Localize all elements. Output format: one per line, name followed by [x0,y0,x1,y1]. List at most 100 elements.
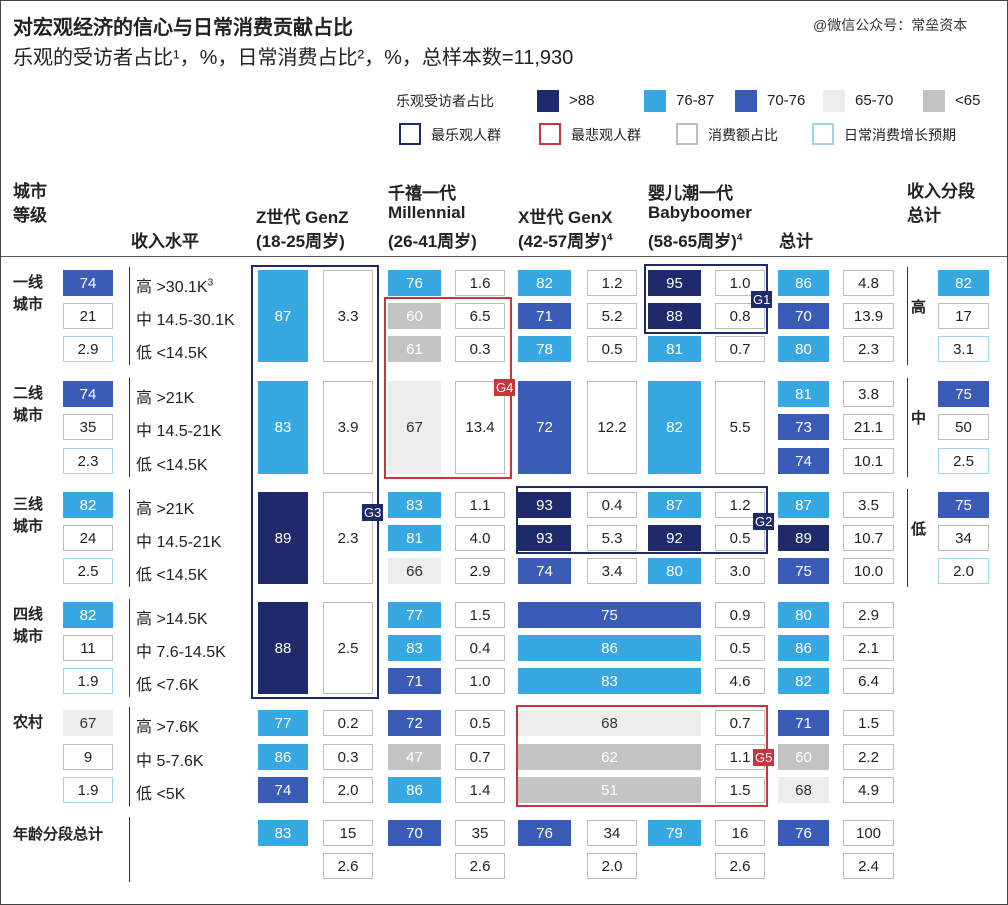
cell: 35 [63,414,113,440]
cell: 0.5 [455,710,505,736]
cell: 24 [63,525,113,551]
cell: 2.9 [455,558,505,584]
legend-box [812,123,834,145]
cell: 76 [778,820,829,846]
cell: 15 [323,820,373,846]
column-header: 千禧一代 [388,179,456,204]
cell: 0.3 [323,744,373,770]
income-label: 中 14.5-30.1K [136,306,235,330]
cell: 74 [63,381,113,407]
column-header: Babyboomer [648,203,752,223]
cell: 2.9 [843,602,894,628]
cell: 2.5 [63,558,113,584]
income-label: 中 14.5-21K [136,528,221,552]
cell: 72 [388,710,441,736]
group-box [644,264,768,334]
total-row-label: 年龄分段总计 [13,826,104,843]
cell: 0.7 [455,744,505,770]
cell: 81 [778,381,829,407]
cell: 82 [518,270,571,296]
cell: 6.5 [455,303,505,329]
group-label: G1 [751,291,773,308]
cell: 75 [778,558,829,584]
cell: 3.0 [715,558,765,584]
cell: 77 [388,602,441,628]
cell: 1.0 [455,668,505,694]
cell: 68 [518,710,701,736]
cell: 2.9 [63,336,113,362]
header-text: X世代 GenX [518,208,613,227]
cell: 81 [388,525,441,551]
cell: 82 [938,270,989,296]
separator [129,707,130,806]
income-text: 中 7.6-14.5K [136,644,226,661]
legend-swatch [644,90,666,112]
header-text: (18-25周岁) [256,232,345,251]
cell: 0.4 [455,635,505,661]
cell: 76 [518,820,571,846]
cell: 0.2 [323,710,373,736]
income-text: 中 14.5-21K [136,534,222,551]
cell: 70 [388,820,441,846]
cell: 87 [648,492,701,518]
legend-title: 乐观受访者占比 [396,93,494,109]
cell: 83 [258,381,308,474]
cell: 73 [778,414,829,440]
cell: 83 [388,635,441,661]
cell: 1.1 [455,492,505,518]
legend-box-label: 最乐观人群 [431,127,501,143]
group-label: G5 [753,749,775,766]
cell: 11 [63,635,113,661]
cell: 51 [518,777,701,803]
income-label: 低 <14.5K [136,339,208,363]
cell: 3.8 [843,381,894,407]
cell: 2.0 [323,777,373,803]
cell: 13.4 [455,381,505,474]
legend-box-label: 消费额占比 [708,127,778,143]
cell: 10.0 [843,558,894,584]
tier-name: 四线城市 [13,606,44,645]
cell: 10.1 [843,448,894,474]
legend-swatch [537,90,559,112]
cell: 2.3 [63,448,113,474]
cell: 62 [518,744,701,770]
group-box [384,297,512,479]
legend-label: 70-76 [767,92,806,109]
cell: 0.4 [587,492,637,518]
cell: 6.4 [843,668,894,694]
legend-box-label: 最悲观人群 [571,127,641,143]
column-header: 收入水平 [131,227,199,252]
cell: 5.5 [715,381,765,474]
separator [129,489,130,587]
column-header: Millennial [388,203,465,223]
column-header: (58-65周岁)4 [648,227,742,252]
cell: 67 [388,381,441,474]
cell: 79 [648,820,701,846]
cell: 61 [388,336,441,362]
cell: 3.3 [323,270,373,362]
cell: 0.7 [715,710,765,736]
cell: 82 [778,668,829,694]
cell: 60 [388,303,441,329]
income-label: 中 7.6-14.5K [136,638,226,662]
column-header: 城市 [13,177,47,202]
group-label: G4 [494,379,516,396]
header-text: 收入分段 [907,182,975,201]
cell: 1.4 [455,777,505,803]
cell: 80 [778,336,829,362]
footnote-mark: 4 [736,232,743,244]
cell: 76 [388,270,441,296]
cell: 93 [518,525,571,551]
header-text: Babyboomer [648,203,752,222]
cell: 35 [455,820,505,846]
cell: 0.3 [455,336,505,362]
separator [129,817,130,882]
separator [129,267,130,365]
cell: 74 [258,777,308,803]
income-text: 中 5-7.6K [136,753,204,770]
column-header: 等级 [13,201,47,226]
column-header: (18-25周岁) [256,227,345,252]
cell: 2.5 [938,448,989,474]
cell: 83 [518,668,701,694]
